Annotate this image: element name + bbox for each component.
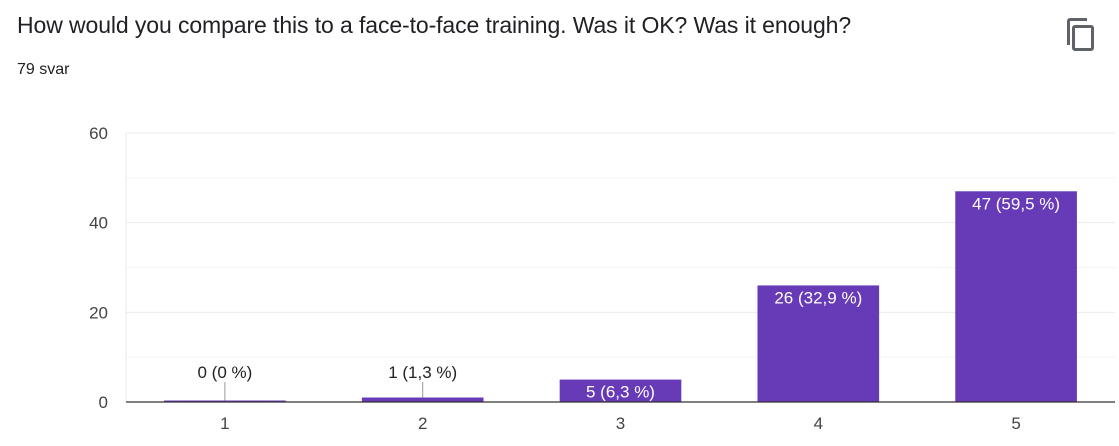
data-label: 47 (59,5 %) [972,194,1060,213]
x-tick-label: 3 [616,414,625,433]
bar-5 [955,191,1077,402]
y-tick-label: 60 [89,124,108,143]
bar-2 [361,397,484,402]
x-tick-label: 4 [814,414,823,433]
x-tick-label: 2 [418,414,427,433]
bar-4 [757,285,880,402]
copy-chart-button[interactable] [1060,14,1098,54]
y-tick-label: 20 [89,303,108,322]
y-tick-label: 0 [99,393,108,412]
data-label: 5 (6,3 %) [586,383,655,402]
x-tick-label: 1 [220,414,229,433]
bar-1 [164,400,286,402]
x-tick-label: 5 [1011,414,1020,433]
data-label: 1 (1,3 %) [388,363,457,382]
data-label: 26 (32,9 %) [774,288,862,307]
question-title: How would you compare this to a face-to-… [17,12,852,38]
data-label: 0 (0 %) [198,363,253,382]
response-count: 79 svar [17,61,70,78]
copy-icon [1067,18,1094,51]
y-tick-label: 40 [89,214,108,233]
bar-3 [559,379,682,402]
